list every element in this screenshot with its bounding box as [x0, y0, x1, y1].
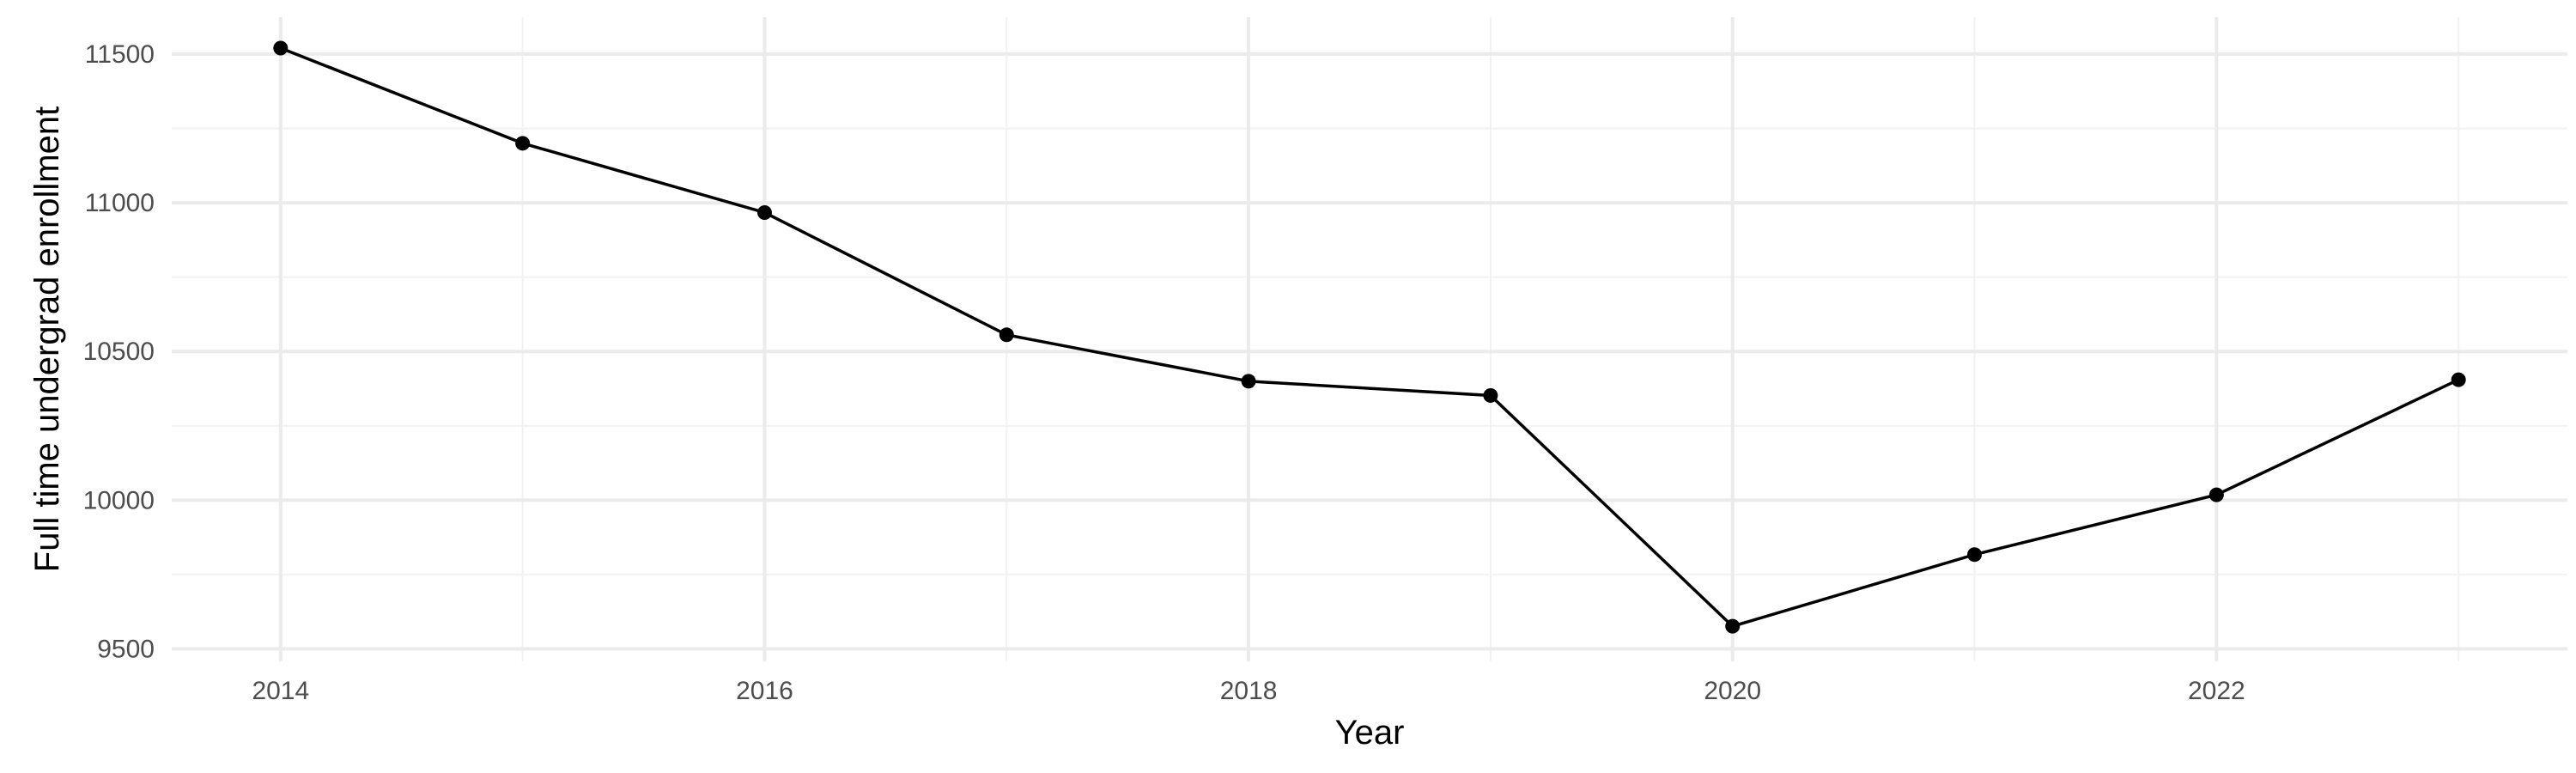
series-line — [280, 46, 2459, 629]
y-tick-label: 11000 — [85, 189, 155, 217]
x-tick-label: 2014 — [252, 677, 309, 705]
data-point — [2208, 487, 2224, 502]
data-point — [1483, 387, 1498, 403]
minor-gridlines — [172, 17, 2567, 661]
x-axis-title: Year — [1335, 714, 1405, 752]
data-point — [273, 40, 289, 56]
x-tick-label: 2016 — [736, 677, 793, 705]
data-point — [1967, 547, 1983, 563]
data-point — [515, 136, 531, 151]
x-tick-label: 2022 — [2188, 677, 2245, 705]
data-point — [2451, 372, 2466, 387]
y-axis-title: Full time undergrad enrollment — [28, 107, 66, 572]
x-tick-label: 2018 — [1220, 677, 1278, 705]
x-axis-ticks: 2014 2016 2018 2020 2022 — [252, 677, 2245, 705]
data-point — [1725, 618, 1741, 634]
y-tick-label: 10500 — [83, 338, 155, 366]
data-point — [999, 327, 1014, 343]
x-tick-label: 2020 — [1704, 677, 1761, 705]
data-point — [756, 204, 772, 220]
data-point — [1241, 374, 1256, 389]
y-tick-label: 11500 — [85, 40, 155, 69]
y-axis-ticks: 9500 10000 10500 11000 11500 — [83, 40, 155, 664]
major-gridlines — [172, 17, 2567, 661]
series-line-layer — [280, 46, 2459, 629]
data-points — [273, 40, 2466, 634]
y-tick-label: 10000 — [83, 486, 155, 514]
y-tick-label: 9500 — [97, 635, 155, 663]
